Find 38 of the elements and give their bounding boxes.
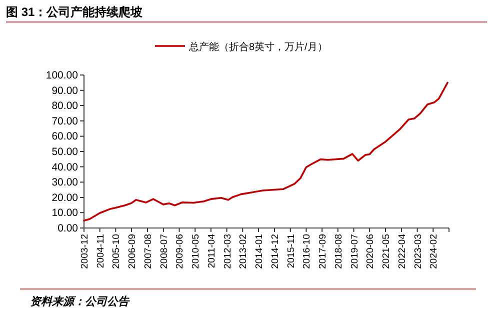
x-tick-label: 2022-04: [396, 234, 408, 269]
x-tick-label: 2020-06: [365, 234, 376, 269]
x-tick-label: 2021-05: [381, 234, 392, 269]
x-tick-label: 2014-12: [270, 234, 281, 269]
x-tick-label: 2014-01: [254, 234, 266, 269]
line-series: [83, 82, 448, 222]
x-tick-label: 2003-12: [80, 234, 90, 269]
x-tick-label: 2011-04: [206, 234, 218, 268]
x-tick-label: 2009-06: [174, 234, 186, 269]
x-tick-label: 2018-08: [333, 234, 344, 269]
chart-title: 图 31：公司产能持续爬坡: [6, 5, 144, 19]
y-tick-label: 100.00: [46, 70, 78, 82]
legend-label: 总产能（折合8英寸，万片/月）: [188, 41, 328, 53]
x-tick-label: 2008-07: [158, 234, 170, 269]
y-tick-label: 80.00: [52, 100, 78, 112]
y-tick-label: 30.00: [52, 176, 78, 189]
x-tick-label: 2024-02: [428, 234, 440, 269]
y-tick-label: 60.00: [52, 130, 78, 143]
x-tick-label: 2012-03: [222, 234, 234, 269]
x-tick-label: 2004-11: [95, 234, 106, 268]
x-tick-label: 2023-03: [412, 234, 424, 269]
x-tick-label: 2013-02: [238, 234, 250, 269]
x-tick-label: 2010-05: [190, 234, 202, 269]
y-tick-label: 40.00: [52, 161, 78, 174]
y-tick-label: 0.00: [58, 222, 78, 234]
x-tick-label: 2007-08: [142, 234, 154, 269]
x-tick-label: 2016-10: [302, 234, 313, 269]
y-tick-label: 90.00: [52, 84, 78, 97]
x-tick-label: 2019-07: [349, 234, 360, 269]
y-tick-label: 70.00: [52, 115, 78, 128]
y-tick-label: 50.00: [52, 146, 78, 158]
x-tick-label: 2005-10: [111, 234, 122, 269]
y-tick-label: 10.00: [52, 207, 78, 220]
y-tick-label: 20.00: [52, 192, 78, 204]
x-tick-label: 2017-09: [318, 234, 329, 269]
x-tick-label: 2006-09: [127, 234, 138, 269]
x-tick-label: 2015-11: [286, 234, 297, 268]
text: 资料来源：公司公告: [30, 295, 130, 308]
